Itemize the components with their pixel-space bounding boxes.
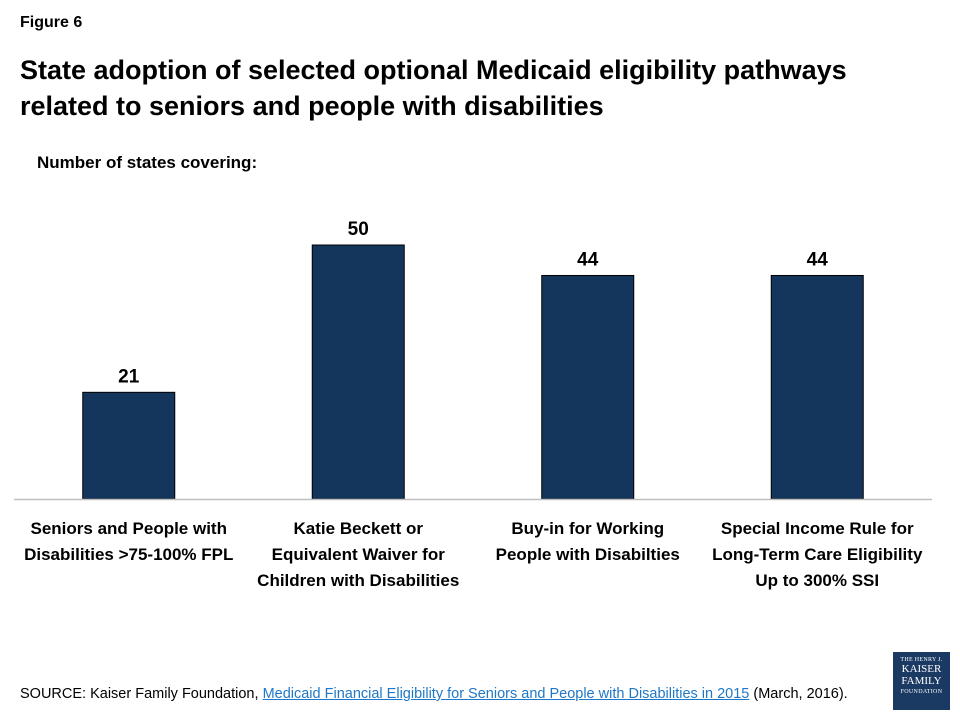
kff-logo: THE HENRY J. KAISER FAMILY FOUNDATION	[893, 652, 950, 710]
bar-1	[82, 391, 176, 500]
category-label-2-line-3: Children with Disabilities	[257, 571, 459, 590]
data-label-4: 44	[807, 249, 829, 270]
category-label-1-line-2: Disabilities >75-100% FPL	[24, 545, 233, 564]
bar-3	[541, 274, 635, 500]
category-label-4-line-1: Special Income Rule for	[721, 519, 914, 538]
source-prefix: SOURCE: Kaiser Family Foundation,	[20, 686, 263, 702]
category-label-4-line-2: Long-Term Care Eligibility	[712, 545, 923, 564]
chart-title: State adoption of selected optional Medi…	[20, 55, 847, 121]
data-label-1: 21	[118, 366, 140, 387]
source-suffix: (March, 2016).	[749, 686, 848, 702]
category-label-3-line-2: People with Disabilties	[496, 545, 680, 564]
category-label-1-line-1: Seniors and People with	[31, 519, 227, 538]
category-label-3-line-1: Buy-in for Working	[511, 519, 664, 538]
figure-label: Figure 6	[20, 14, 83, 31]
logo-line-2: KAISER	[901, 663, 942, 675]
source-link[interactable]: Medicaid Financial Eligibility for Senio…	[262, 686, 750, 702]
data-label-3: 44	[577, 249, 599, 270]
bar-4	[770, 274, 864, 500]
category-label-4-line-3: Up to 300% SSI	[755, 571, 879, 590]
category-label-2-line-2: Equivalent Waiver for	[272, 545, 446, 564]
source-note: SOURCE: Kaiser Family Foundation, Medica…	[20, 686, 848, 702]
category-label-2-line-1: Katie Beckett or	[294, 519, 424, 538]
logo-line-1: THE HENRY J.	[900, 657, 943, 663]
logo-line-3: FAMILY	[901, 675, 942, 687]
chart-subtitle: Number of states covering:	[37, 153, 258, 172]
logo-line-4: FOUNDATION	[900, 689, 943, 695]
bar-2	[311, 244, 405, 500]
bar-chart: 21 Seniors and People with Disabilities >7…	[14, 219, 932, 590]
data-label-2: 50	[348, 219, 369, 240]
